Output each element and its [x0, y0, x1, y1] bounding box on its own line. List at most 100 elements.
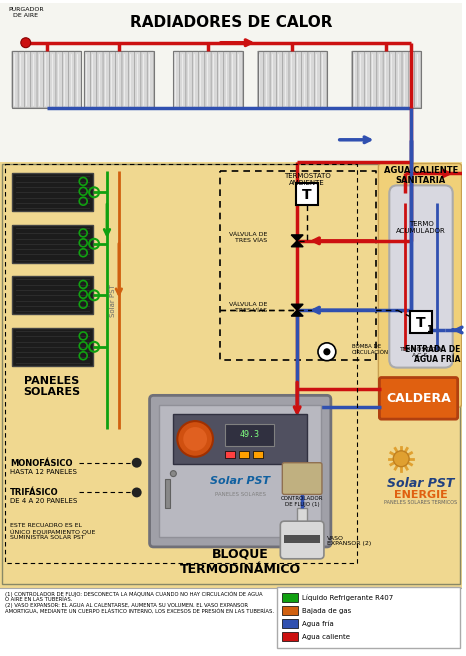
FancyBboxPatch shape	[378, 163, 462, 407]
FancyBboxPatch shape	[289, 51, 295, 108]
Bar	[296, 184, 318, 205]
Text: 49.3: 49.3	[240, 430, 260, 440]
Text: ENTRADA DE
AGUA FRÍA: ENTRADA DE AGUA FRÍA	[405, 345, 460, 364]
FancyBboxPatch shape	[159, 405, 321, 537]
FancyBboxPatch shape	[389, 186, 452, 367]
FancyBboxPatch shape	[147, 51, 153, 108]
FancyBboxPatch shape	[364, 51, 370, 108]
FancyBboxPatch shape	[352, 51, 358, 108]
Text: Bajada de gas: Bajada de gas	[302, 608, 351, 614]
FancyBboxPatch shape	[408, 51, 415, 108]
FancyBboxPatch shape	[236, 51, 243, 108]
FancyBboxPatch shape	[62, 51, 69, 108]
FancyBboxPatch shape	[31, 51, 37, 108]
Polygon shape	[291, 241, 303, 247]
Bar	[297, 508, 307, 526]
Text: VÁLVULA DE
TRES VÍAS: VÁLVULA DE TRES VÍAS	[229, 232, 267, 243]
Text: BLOQUE
TERMODINÁMICO: BLOQUE TERMODINÁMICO	[180, 548, 301, 576]
FancyBboxPatch shape	[56, 51, 62, 108]
FancyBboxPatch shape	[270, 51, 276, 108]
Bar	[12, 276, 93, 314]
Text: TERMO
ACUMULADOR: TERMO ACUMULADOR	[396, 222, 446, 234]
Circle shape	[132, 487, 142, 497]
Bar	[352, 51, 421, 108]
Text: CONTROLADOR
DE FLUJO (1): CONTROLADOR DE FLUJO (1)	[281, 497, 323, 507]
Bar	[225, 424, 274, 446]
Polygon shape	[291, 310, 303, 316]
Circle shape	[132, 458, 142, 468]
Bar	[239, 451, 249, 458]
Bar	[282, 632, 298, 641]
FancyBboxPatch shape	[116, 51, 122, 108]
Circle shape	[21, 38, 31, 48]
Text: 1: 1	[426, 325, 432, 335]
Bar	[12, 225, 93, 262]
FancyBboxPatch shape	[321, 51, 327, 108]
FancyBboxPatch shape	[396, 51, 402, 108]
Circle shape	[393, 451, 409, 466]
FancyBboxPatch shape	[69, 51, 75, 108]
Text: DE 4 A 20 PANELES: DE 4 A 20 PANELES	[10, 499, 77, 504]
Text: ENERGIE: ENERGIE	[394, 491, 448, 501]
Text: PURGADOR
DE AIRE: PURGADOR DE AIRE	[8, 7, 43, 18]
Circle shape	[318, 343, 336, 361]
Text: Solar PST: Solar PST	[387, 477, 455, 489]
FancyBboxPatch shape	[110, 51, 116, 108]
Bar	[225, 451, 235, 458]
Bar	[282, 619, 298, 628]
FancyBboxPatch shape	[50, 51, 56, 108]
Bar	[84, 51, 153, 108]
FancyBboxPatch shape	[199, 51, 205, 108]
Bar	[258, 51, 327, 108]
FancyBboxPatch shape	[276, 51, 283, 108]
FancyBboxPatch shape	[230, 51, 236, 108]
FancyBboxPatch shape	[103, 51, 110, 108]
FancyBboxPatch shape	[314, 51, 321, 108]
Bar	[282, 594, 298, 602]
FancyBboxPatch shape	[258, 51, 264, 108]
Text: T: T	[416, 316, 426, 330]
FancyBboxPatch shape	[281, 521, 324, 559]
FancyBboxPatch shape	[282, 462, 322, 495]
Polygon shape	[291, 304, 303, 310]
Text: TERMOSTATO
A.C.S.: TERMOSTATO A.C.S.	[400, 347, 442, 358]
Text: CALDERA: CALDERA	[386, 392, 451, 405]
Circle shape	[323, 348, 330, 356]
FancyBboxPatch shape	[141, 51, 147, 108]
Bar	[284, 535, 320, 543]
FancyBboxPatch shape	[295, 51, 302, 108]
FancyBboxPatch shape	[186, 51, 192, 108]
Text: AGUA CALIENTE
SANITARIA: AGUA CALIENTE SANITARIA	[384, 166, 458, 186]
FancyBboxPatch shape	[12, 51, 18, 108]
FancyBboxPatch shape	[277, 586, 459, 648]
FancyBboxPatch shape	[390, 51, 396, 108]
FancyBboxPatch shape	[302, 51, 308, 108]
Bar	[12, 328, 93, 365]
FancyBboxPatch shape	[84, 51, 90, 108]
FancyBboxPatch shape	[377, 51, 383, 108]
Text: Agua caliente: Agua caliente	[302, 634, 350, 640]
FancyBboxPatch shape	[283, 51, 289, 108]
FancyBboxPatch shape	[37, 51, 43, 108]
FancyBboxPatch shape	[218, 51, 224, 108]
Text: T: T	[302, 188, 312, 202]
Bar	[12, 173, 93, 211]
Text: VASO
EXPANSOR (2): VASO EXPANSOR (2)	[327, 535, 371, 546]
FancyBboxPatch shape	[135, 51, 141, 108]
Circle shape	[171, 470, 176, 477]
Text: Agua fría: Agua fría	[302, 621, 334, 627]
FancyBboxPatch shape	[358, 51, 364, 108]
Bar	[0, 588, 462, 653]
FancyBboxPatch shape	[128, 51, 135, 108]
Text: HASTA 12 PANELES: HASTA 12 PANELES	[10, 468, 77, 475]
FancyBboxPatch shape	[205, 51, 211, 108]
Text: TERMOSTATO
AMBIENTE: TERMOSTATO AMBIENTE	[284, 173, 330, 186]
FancyBboxPatch shape	[379, 378, 458, 419]
Polygon shape	[291, 235, 303, 241]
Bar	[165, 479, 171, 508]
FancyBboxPatch shape	[224, 51, 230, 108]
Text: MONOFÁSICO: MONOFÁSICO	[10, 459, 72, 468]
Bar	[253, 451, 262, 458]
FancyBboxPatch shape	[415, 51, 421, 108]
Text: (1) CONTROLADOR DE FLUJO: DESCONECTA LA MÁQUINA CUANDO NO HAY CIRCULACIÓN DE AGU: (1) CONTROLADOR DE FLUJO: DESCONECTA LA …	[5, 590, 274, 614]
